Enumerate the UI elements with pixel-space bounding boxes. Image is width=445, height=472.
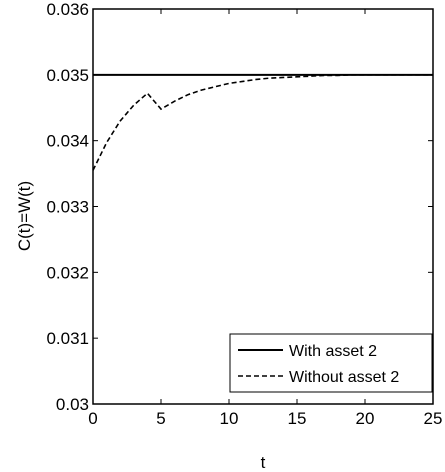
- y-tick-label: 0.033: [46, 198, 89, 217]
- x-tick-label: 15: [288, 409, 307, 428]
- ticks-layer: [92, 8, 434, 405]
- legend-box: [229, 333, 433, 393]
- series-line-without-asset-2: [92, 74, 433, 171]
- y-tick-label: 0.03: [56, 395, 89, 414]
- legend-label-without-asset-2: Without asset 2: [289, 369, 399, 386]
- x-tick-label: 10: [220, 409, 239, 428]
- x-tick-label: 20: [356, 409, 375, 428]
- x-tick-label: 5: [156, 409, 165, 428]
- x-axis-label: t: [261, 453, 266, 472]
- y-tick-label: 0.031: [46, 329, 89, 348]
- y-tick-label: 0.036: [46, 0, 89, 19]
- legend-label-with-asset-2: With asset 2: [289, 343, 377, 360]
- x-tick-label: 25: [424, 409, 443, 428]
- y-tick-label: 0.032: [46, 263, 89, 282]
- y-axis-label: C(t)=W(t): [15, 181, 34, 251]
- x-tick-label: 0: [88, 409, 97, 428]
- y-tick-label: 0.035: [46, 66, 89, 85]
- series-layer: [92, 73, 433, 171]
- legend: With asset 2 Without asset 2: [229, 333, 433, 393]
- y-tick-label: 0.034: [46, 132, 89, 151]
